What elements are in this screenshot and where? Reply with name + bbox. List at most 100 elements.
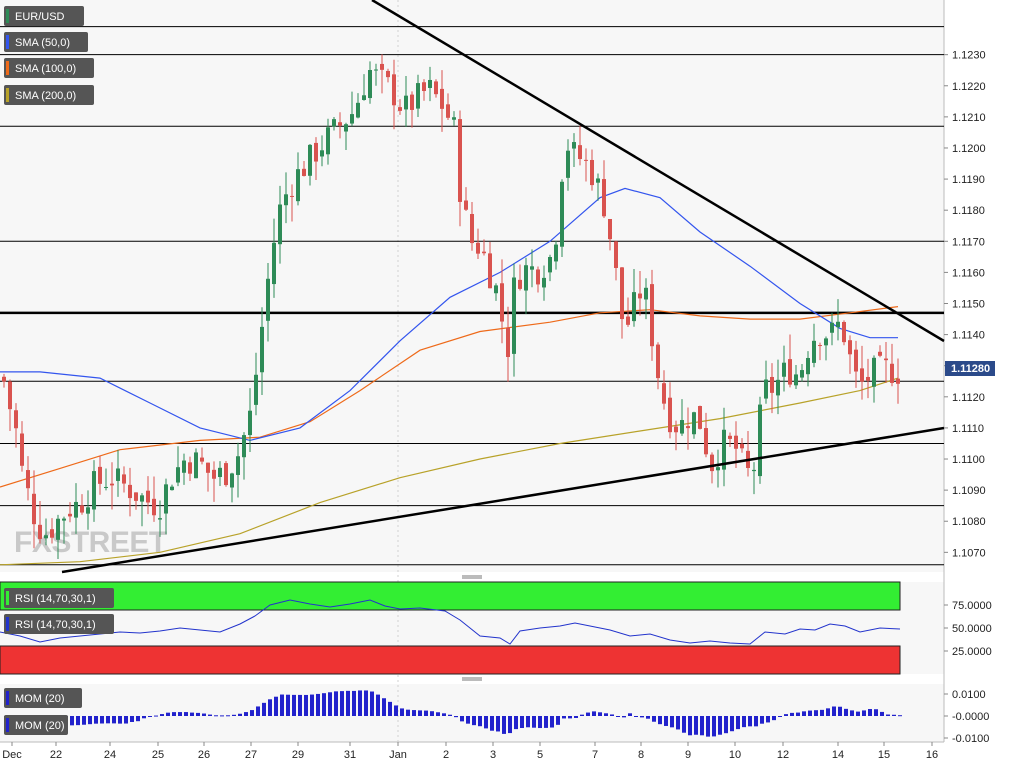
x-tick-label: 25 bbox=[152, 749, 164, 761]
legend-rsi-1-box[interactable] bbox=[4, 588, 114, 608]
mom-bar bbox=[124, 716, 128, 724]
candle-down bbox=[434, 81, 438, 95]
x-tick-label: 8 bbox=[638, 749, 644, 761]
mom-bar bbox=[262, 702, 266, 716]
candle-up bbox=[566, 150, 570, 178]
candle-down bbox=[704, 428, 708, 455]
mom-bar bbox=[250, 710, 254, 716]
mom-bar bbox=[838, 706, 842, 716]
legend-eurusd-box[interactable] bbox=[4, 6, 84, 26]
mom-bar bbox=[172, 712, 176, 716]
mom-bar bbox=[466, 716, 470, 724]
candle-up bbox=[722, 429, 726, 470]
mom-bar bbox=[610, 714, 614, 716]
y-tick-label: 1.1120 bbox=[952, 392, 985, 404]
legend-sma200-box[interactable] bbox=[4, 85, 94, 105]
mom-bar bbox=[508, 716, 512, 734]
candle-down bbox=[8, 381, 12, 410]
y-tick-label: 1.1180 bbox=[952, 205, 985, 217]
candle-up bbox=[758, 404, 762, 477]
legend-sma50-box[interactable] bbox=[4, 32, 88, 52]
mom-bar bbox=[382, 698, 386, 716]
mom-bar bbox=[70, 716, 74, 726]
candle-down bbox=[842, 321, 846, 343]
candle-down bbox=[338, 122, 342, 126]
candle-up bbox=[644, 287, 648, 300]
mom-bar bbox=[808, 710, 812, 716]
candle-down bbox=[50, 529, 54, 538]
pane-resize-handle-1[interactable] bbox=[462, 575, 482, 579]
mom-bar bbox=[760, 716, 764, 724]
candle-up bbox=[404, 95, 408, 110]
candle-down bbox=[620, 267, 624, 320]
mom-bar bbox=[892, 714, 896, 716]
candle-down bbox=[500, 283, 504, 322]
mom-bar bbox=[562, 716, 566, 719]
candle-up bbox=[308, 144, 312, 176]
x-tick-label: 3 bbox=[490, 749, 496, 761]
candle-up bbox=[332, 119, 336, 127]
mom-bar bbox=[202, 713, 206, 716]
mom-bar bbox=[850, 710, 854, 716]
mom-bar bbox=[130, 716, 134, 722]
legend-rsi-1-label: RSI (14,70,30,1) bbox=[15, 593, 96, 605]
legend-rsi-2-box[interactable] bbox=[4, 614, 114, 634]
legend-mom-2-box[interactable] bbox=[4, 715, 68, 735]
candle-down bbox=[602, 179, 606, 217]
y-tick-label: 1.1190 bbox=[952, 174, 985, 186]
candle-up bbox=[320, 150, 324, 157]
mom-bar bbox=[400, 708, 404, 716]
candle-up bbox=[164, 484, 168, 514]
mom-bar bbox=[646, 716, 650, 719]
mom-bar bbox=[472, 716, 476, 726]
mom-bar bbox=[874, 709, 878, 716]
mom-bar bbox=[742, 716, 746, 728]
candle-up bbox=[752, 469, 756, 472]
rsi-oversold-band bbox=[0, 645, 901, 675]
mom-bar bbox=[820, 709, 824, 716]
mom-bar bbox=[304, 694, 308, 716]
mom-bar bbox=[832, 706, 836, 716]
mom-bar bbox=[778, 716, 782, 717]
y-tick-label: 1.1150 bbox=[952, 298, 985, 310]
candle-up bbox=[830, 322, 834, 333]
mom-bar bbox=[214, 715, 218, 717]
mom-bar bbox=[520, 716, 524, 729]
candle-up bbox=[776, 379, 780, 396]
mom-bar bbox=[544, 716, 548, 728]
y-tick-label: 1.1080 bbox=[952, 516, 986, 528]
candle-down bbox=[710, 454, 714, 472]
mom-bar bbox=[88, 716, 92, 725]
mom-bar bbox=[76, 716, 80, 726]
y-tick-label: 1.1160 bbox=[952, 267, 985, 279]
sma-50-line bbox=[0, 187, 898, 442]
ascending-trendline bbox=[61, 426, 945, 574]
candle-up bbox=[62, 518, 66, 521]
candle-down bbox=[860, 368, 864, 382]
candle-up bbox=[824, 338, 828, 346]
candle-up bbox=[56, 518, 60, 540]
x-tick-label: Jan bbox=[389, 749, 407, 761]
candle-down bbox=[32, 493, 36, 525]
legend-mom-1-box[interactable] bbox=[4, 688, 82, 708]
mom-bar bbox=[664, 716, 668, 726]
candle-down bbox=[506, 327, 510, 358]
legend-eurusd-swatch bbox=[6, 9, 9, 23]
legend-mom-2-swatch bbox=[6, 718, 9, 732]
candle-down bbox=[446, 104, 450, 118]
y-tick-label: 1.1200 bbox=[952, 143, 986, 155]
mom-bar bbox=[190, 712, 194, 716]
x-tick-label: 2 bbox=[443, 749, 449, 761]
mom-bar bbox=[604, 713, 608, 716]
mom-bar bbox=[424, 710, 428, 716]
candle-down bbox=[818, 345, 822, 347]
rsi-tick-label: 75.0000 bbox=[952, 600, 992, 612]
mom-bar bbox=[148, 716, 152, 717]
mom-bar bbox=[436, 712, 440, 716]
pane-resize-handle-2[interactable] bbox=[462, 677, 482, 681]
mom-bar bbox=[862, 710, 866, 716]
legend-sma100-box[interactable] bbox=[4, 58, 94, 78]
mom-bar bbox=[280, 694, 284, 716]
candle-down bbox=[788, 359, 792, 385]
